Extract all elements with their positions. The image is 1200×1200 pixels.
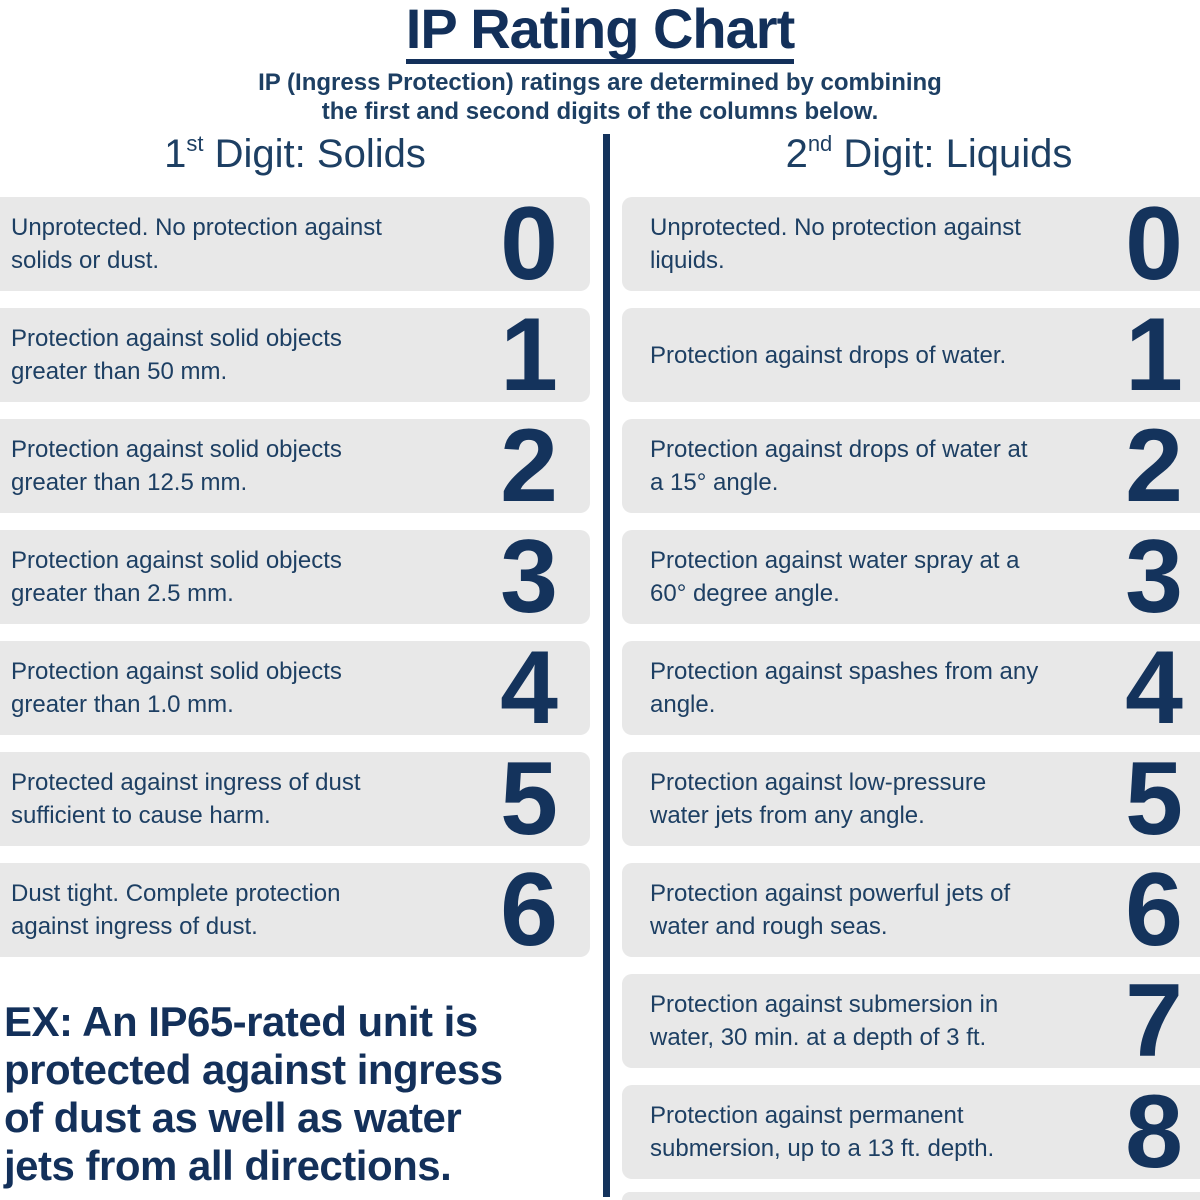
solids-heading-label: Digit: Solids [203,132,426,176]
rating-digit: 0 [500,186,558,302]
rating-description: Protection against drops of water. [650,341,1007,369]
rating-description: Unprotected. No protection against liqui… [650,214,1021,274]
rating-digit: 4 [1125,630,1183,746]
rating-digit: 8 [1125,1074,1183,1190]
rating-digit: 7 [1125,963,1183,1079]
rating-description: Protection against solid objects greater… [11,325,342,385]
subtitle-line-1: IP (Ingress Protection) ratings are dete… [258,69,942,96]
rating-row: Protection against powerful jets of wate… [622,852,1200,968]
rating-digit: 5 [1125,741,1183,857]
rating-row: Protection against water spray at a 60° … [622,519,1200,635]
solids-heading-number: 1 [164,132,187,176]
cropped-next-row [622,1192,1200,1200]
liquids-column-heading: 2nd Digit: Liquids [658,130,1200,178]
liquids-heading-ordinal: nd [807,130,833,156]
rating-description: Unprotected. No protection against solid… [11,214,382,274]
rating-digit: 3 [1125,519,1183,635]
rating-digit: 2 [500,408,558,524]
liquids-heading-number: 2 [785,132,808,176]
solids-column: Unprotected. No protection against solid… [0,186,590,974]
rating-row: Protection against permanent submersion,… [622,1074,1200,1190]
rating-description: Protection against powerful jets of wate… [650,880,1011,940]
rating-description: Protection against water spray at a 60° … [650,547,1020,607]
rating-row: Protection against submersion in water, … [622,963,1200,1079]
subtitle-line-2: the first and second digits of the colum… [321,98,879,125]
rating-digit: 3 [500,519,558,635]
rating-digit: 5 [500,741,558,857]
column-divider [603,134,610,1197]
rating-row: Protection against spashes from any angl… [622,630,1200,746]
page-title: IP Rating Chart [0,0,1200,64]
rating-row: Protection against solid objects greater… [0,519,590,635]
rating-description: Protection against solid objects greater… [11,547,342,607]
rating-row: Protection against solid objects greater… [0,297,590,413]
rating-digit: 2 [1125,408,1183,524]
rating-digit: 1 [1125,297,1183,413]
rating-row: Protection against drops of water. 1 [622,297,1200,413]
rating-description: Protection against drops of water at a 1… [650,436,1028,496]
rating-digit: 0 [1125,186,1183,302]
rating-description: Protected against ingress of dust suffic… [11,769,361,829]
rating-row: Protection against solid objects greater… [0,630,590,746]
page-title-text: IP Rating Chart [405,0,795,64]
liquids-heading-label: Digit: Liquids [832,132,1073,176]
rating-row: Protection against drops of water at a 1… [622,408,1200,524]
rating-description: Dust tight. Complete protection against … [11,880,341,940]
rating-description: Protection against permanent submersion,… [650,1102,995,1162]
rating-description: Protection against spashes from any angl… [650,658,1039,718]
liquids-column: Unprotected. No protection against liqui… [622,186,1200,1196]
example-note: EX: An IP65-rated unit is protected agai… [4,998,503,1189]
rating-digit: 6 [500,852,558,968]
solids-column-heading: 1st Digit: Solids [0,130,590,178]
rating-description: Protection against submersion in water, … [650,991,999,1051]
solids-heading-ordinal: st [186,130,204,156]
rating-description: Protection against solid objects greater… [11,658,342,718]
rating-description: Protection against solid objects greater… [11,436,342,496]
rating-row: Protection against solid objects greater… [0,408,590,524]
rating-row: Protection against low-pressure water je… [622,741,1200,857]
rating-digit: 6 [1125,852,1183,968]
rating-description: Protection against low-pressure water je… [650,769,987,829]
rating-row: Dust tight. Complete protection against … [0,852,590,968]
rating-row: Unprotected. No protection against liqui… [622,186,1200,302]
rating-row: Protected against ingress of dust suffic… [0,741,590,857]
rating-digit: 4 [500,630,558,746]
rating-digit: 1 [500,297,558,413]
rating-row: Unprotected. No protection against solid… [0,186,590,302]
subtitle: IP (Ingress Protection) ratings are dete… [0,68,1200,126]
